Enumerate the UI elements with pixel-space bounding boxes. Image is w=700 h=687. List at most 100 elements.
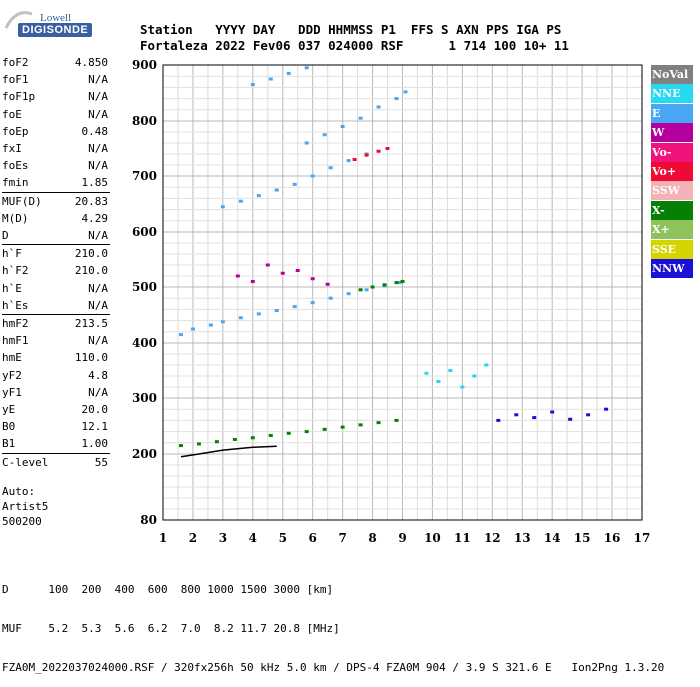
echo-point bbox=[256, 312, 261, 316]
echo-series bbox=[496, 407, 609, 422]
x-tick-label: 11 bbox=[454, 531, 471, 545]
param-row: h`F 210.0 bbox=[2, 247, 108, 264]
echo-series bbox=[358, 280, 405, 292]
echo-point bbox=[376, 105, 381, 109]
footer-file-info: FZA0M_2022037024000.RSF / 320fx256h 50 k… bbox=[2, 661, 665, 674]
echo-point bbox=[220, 320, 225, 324]
param-name: yE bbox=[2, 403, 16, 416]
param-row: yE 20.0 bbox=[2, 403, 108, 420]
param-name: foF2 bbox=[2, 56, 29, 69]
param-value: 55 bbox=[94, 455, 108, 469]
echo-point bbox=[352, 158, 357, 161]
chart-axes: 1 2 3 4 5 6 7 8 9 10 11 12 13 14 15 16 17802003004005006… bbox=[132, 58, 650, 545]
param-name: hmF1 bbox=[2, 334, 29, 348]
echo-series bbox=[352, 147, 390, 161]
legend-item-ssw: SSW bbox=[651, 181, 693, 201]
echo-point bbox=[472, 374, 477, 378]
echo-point bbox=[400, 280, 405, 283]
param-row: foEp 0.48 bbox=[2, 125, 108, 142]
echo-point bbox=[292, 182, 297, 186]
echo-point bbox=[346, 159, 351, 163]
autoscaling-info: Auto: Artist5 500200 bbox=[2, 484, 48, 529]
param-value: N/A bbox=[88, 298, 108, 312]
param-value: 4.29 bbox=[81, 211, 109, 225]
echo-point bbox=[586, 413, 591, 417]
x-tick-label: 8 bbox=[368, 531, 376, 545]
param-row: hmE 110.0 bbox=[2, 351, 108, 368]
param-name: foF1p bbox=[2, 90, 36, 104]
echo-point bbox=[274, 188, 279, 192]
echo-point bbox=[448, 369, 453, 372]
footer: D 100 200 400 600 800 1000 1500 3000 [km… bbox=[2, 557, 664, 687]
param-name: fmin bbox=[2, 176, 29, 190]
echo-point bbox=[322, 133, 327, 137]
header-values: Fortaleza 2022 Fev06 037 024000 RSF 1 71… bbox=[140, 38, 569, 53]
echo-series bbox=[235, 263, 330, 286]
logo-brand: Lowell bbox=[40, 12, 72, 24]
echo-point bbox=[394, 97, 399, 101]
param-separator bbox=[2, 191, 110, 193]
legend-item-vo: Vo- bbox=[651, 142, 693, 162]
param-name: fxI bbox=[2, 142, 22, 155]
param-value: N/A bbox=[88, 107, 108, 121]
param-name: hmE bbox=[2, 351, 22, 365]
profile-curve bbox=[180, 445, 277, 458]
legend-item-w: W bbox=[651, 123, 693, 143]
echo-point bbox=[394, 418, 399, 422]
y-tick-label: 500 bbox=[132, 280, 157, 294]
param-value: 210.0 bbox=[74, 264, 108, 278]
echo-point bbox=[328, 166, 333, 170]
param-row: h`E N/A bbox=[2, 282, 108, 299]
echo-point bbox=[364, 288, 369, 292]
echo-point bbox=[376, 421, 381, 425]
footer-muf-row: MUF 5.2 5.3 5.6 6.2 7.0 8.2 11.7 20.8 [M… bbox=[2, 622, 340, 635]
echo-point bbox=[532, 416, 537, 420]
echo-point bbox=[550, 410, 555, 414]
param-row: B1 1.00 bbox=[2, 437, 108, 454]
x-tick-label: 16 bbox=[604, 531, 621, 545]
echo-point bbox=[250, 436, 255, 440]
param-name: foEs bbox=[2, 159, 29, 173]
echo-point bbox=[364, 153, 369, 157]
echo-point bbox=[376, 149, 381, 153]
param-value: N/A bbox=[88, 281, 108, 295]
echo-point bbox=[250, 83, 255, 87]
header-columns: Station YYYY DAY DDD HHMMSS P1 FFS S AXN… bbox=[140, 22, 562, 37]
param-row: h`F2 210.0 bbox=[2, 264, 108, 281]
x-tick-label: 7 bbox=[338, 531, 346, 545]
echo-point bbox=[304, 430, 309, 434]
echo-point bbox=[385, 147, 390, 150]
x-tick-label: 17 bbox=[634, 531, 651, 545]
echo-point bbox=[370, 285, 375, 289]
echo-series bbox=[178, 281, 402, 337]
echo-point bbox=[178, 333, 183, 337]
param-name: yF2 bbox=[2, 368, 22, 382]
param-row: foE N/A bbox=[2, 108, 108, 125]
echo-traces bbox=[178, 66, 609, 458]
x-tick-label: 9 bbox=[398, 531, 406, 545]
param-value: 1.85 bbox=[81, 176, 109, 190]
echo-series bbox=[304, 90, 408, 145]
echo-point bbox=[328, 296, 333, 300]
param-row: yF2 4.8 bbox=[2, 369, 108, 386]
param-value: 210.0 bbox=[74, 247, 108, 261]
echo-point bbox=[340, 125, 345, 128]
echo-point bbox=[358, 116, 363, 120]
param-row: foF2 4.850 bbox=[2, 56, 108, 73]
y-tick-label: 700 bbox=[132, 169, 157, 183]
param-value: 0.48 bbox=[81, 124, 109, 138]
param-name: yF1 bbox=[2, 385, 22, 399]
param-value: N/A bbox=[88, 385, 108, 399]
echo-point bbox=[268, 77, 273, 81]
echo-point bbox=[196, 442, 201, 446]
echo-point bbox=[514, 413, 519, 417]
y-tick-label: 80 bbox=[140, 513, 157, 527]
echo-point bbox=[322, 427, 327, 431]
echo-point bbox=[424, 371, 429, 375]
echo-point bbox=[358, 423, 363, 427]
echo-point bbox=[268, 434, 273, 438]
echo-point bbox=[304, 141, 309, 145]
echo-point bbox=[250, 280, 255, 283]
echo-point bbox=[496, 418, 501, 422]
param-row: B0 12.1 bbox=[2, 420, 108, 437]
